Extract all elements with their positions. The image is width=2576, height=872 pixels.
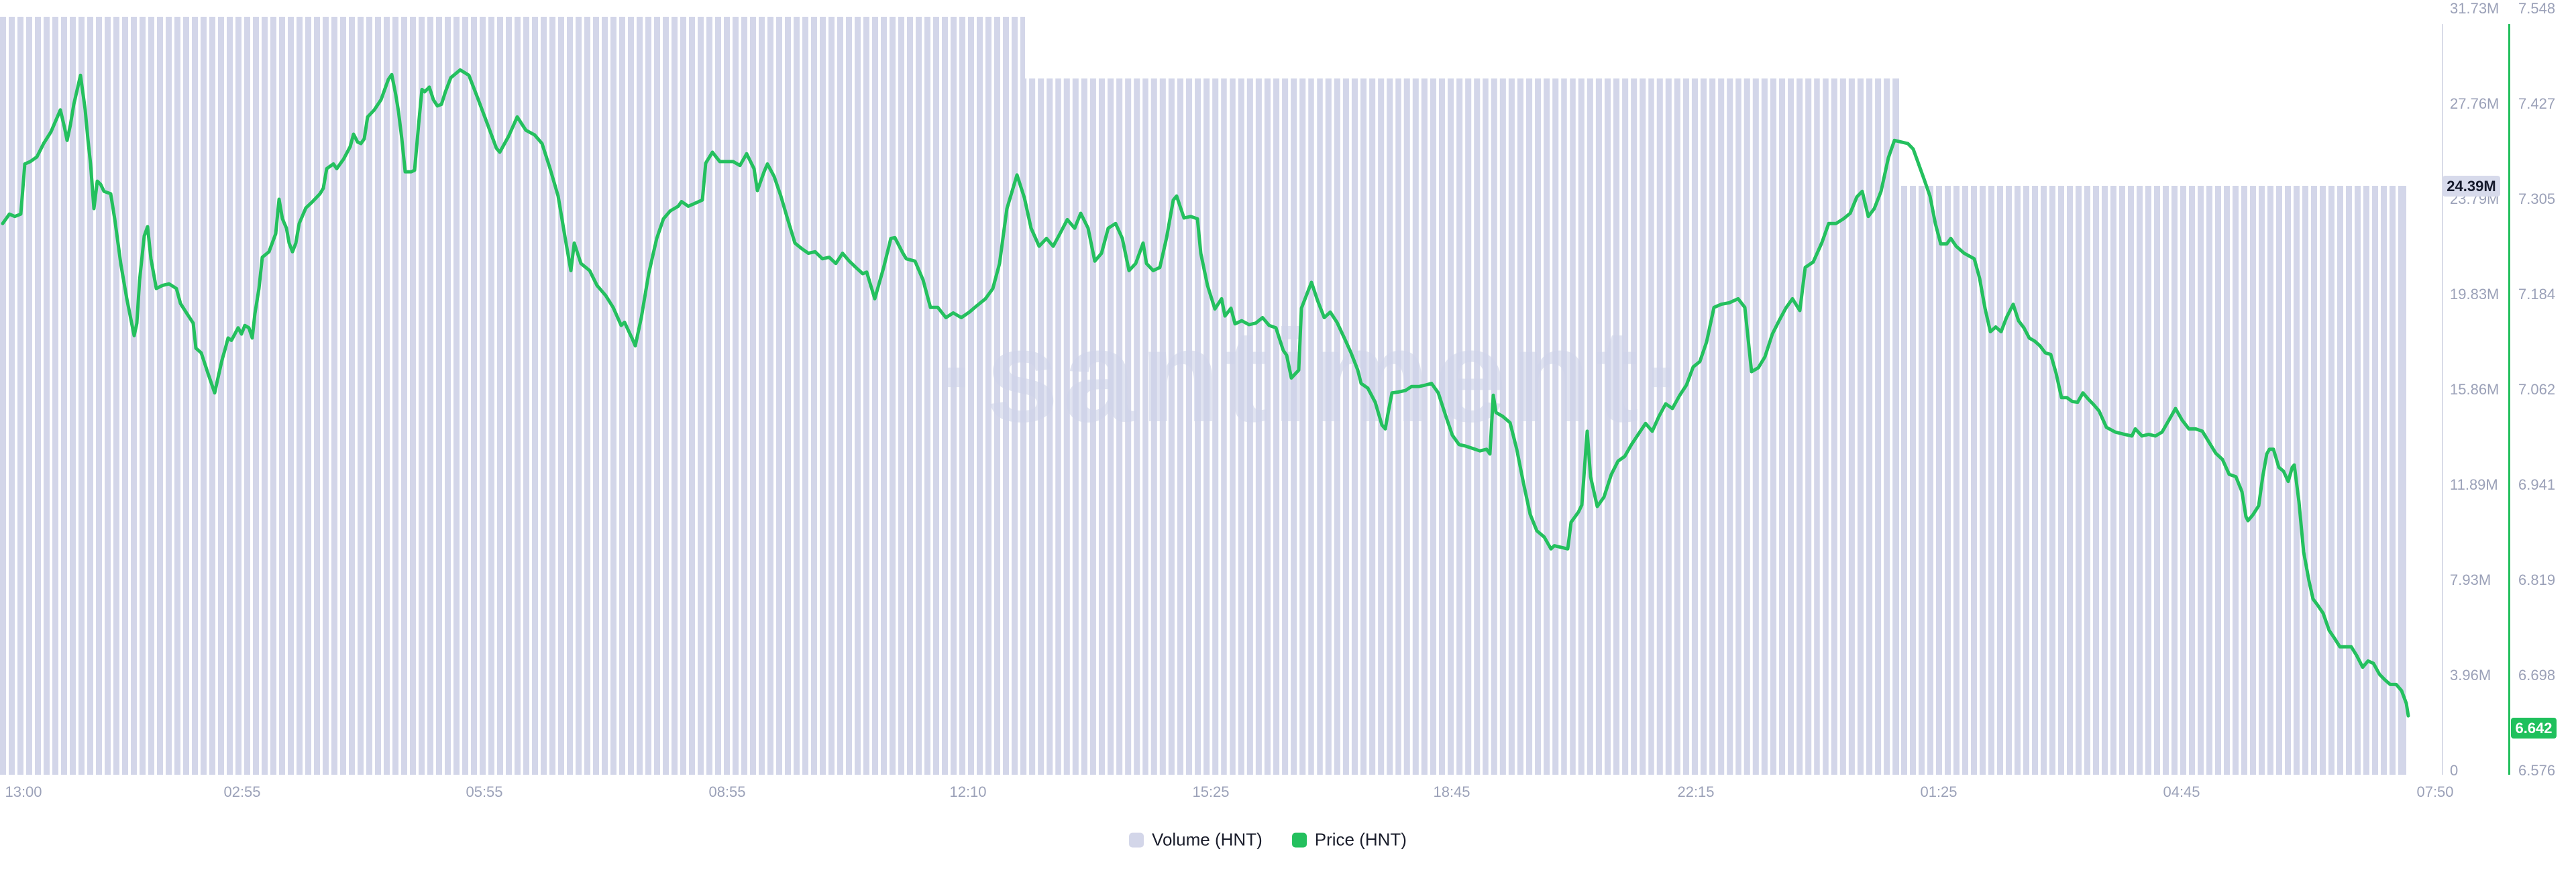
price-axis-line xyxy=(2508,24,2510,775)
volume-tick-label: 31.73M xyxy=(2450,0,2500,17)
time-axis-label: 01:25 xyxy=(1920,783,1957,800)
time-axis-label: 05:55 xyxy=(466,783,503,800)
volume-bars-block xyxy=(1899,186,2407,775)
legend-item-price[interactable]: Price (HNT) xyxy=(1291,829,1407,851)
time-axis-label: 13:00 xyxy=(5,783,42,800)
time-axis-label: 18:45 xyxy=(1433,783,1470,800)
volume-axis-line xyxy=(2442,24,2443,775)
current-volume-badge: 24.39M xyxy=(2443,176,2500,197)
santiment-watermark: ·santiment· xyxy=(938,303,1691,449)
time-axis-label: 04:45 xyxy=(2163,783,2200,800)
volume-tick-label: 0 xyxy=(2450,762,2459,779)
time-axis-label: 07:50 xyxy=(2416,783,2454,800)
legend-item-volume[interactable]: Volume (HNT) xyxy=(1129,830,1263,851)
price-tick-label: 7.427 xyxy=(2518,95,2556,112)
volume-tick-label: 3.96M xyxy=(2450,667,2491,684)
volume-tick-label: 27.76M xyxy=(2450,95,2500,112)
legend-label-price: Price (HNT) xyxy=(1314,829,1407,850)
price-tick-label: 7.548 xyxy=(2518,0,2556,17)
legend-label-volume: Volume (HNT) xyxy=(1152,829,1263,850)
price-tick-label: 7.184 xyxy=(2518,286,2556,303)
volume-tick-label: 11.89M xyxy=(2450,476,2498,493)
time-axis-label: 22:15 xyxy=(1677,783,1715,800)
price-tick-label: 7.062 xyxy=(2518,381,2556,398)
time-axis-label: 02:55 xyxy=(223,783,261,800)
price-tick-label: 6.819 xyxy=(2518,571,2556,588)
plot-area[interactable]: ·santiment· xyxy=(0,0,2410,775)
current-price-badge: 6.642 xyxy=(2511,718,2557,739)
price-tick-label: 7.305 xyxy=(2518,190,2556,207)
volume-tick-label: 7.93M xyxy=(2450,571,2491,588)
price-tick-label: 6.698 xyxy=(2518,667,2556,684)
price-tick-label: 6.576 xyxy=(2518,762,2556,779)
volume-swatch-icon xyxy=(1129,832,1144,847)
price-tick-label: 6.941 xyxy=(2518,476,2556,493)
volume-bars-block xyxy=(0,17,1025,775)
time-axis-label: 12:10 xyxy=(949,783,987,800)
time-axis-label: 15:25 xyxy=(1192,783,1230,800)
volume-tick-label: 19.83M xyxy=(2450,286,2500,303)
volume-tick-label: 15.86M xyxy=(2450,381,2500,398)
chart-legend: Volume (HNT) Price (HNT) xyxy=(1129,830,1407,851)
time-axis-label: 08:55 xyxy=(708,783,746,800)
price-swatch-icon xyxy=(1291,832,1307,847)
